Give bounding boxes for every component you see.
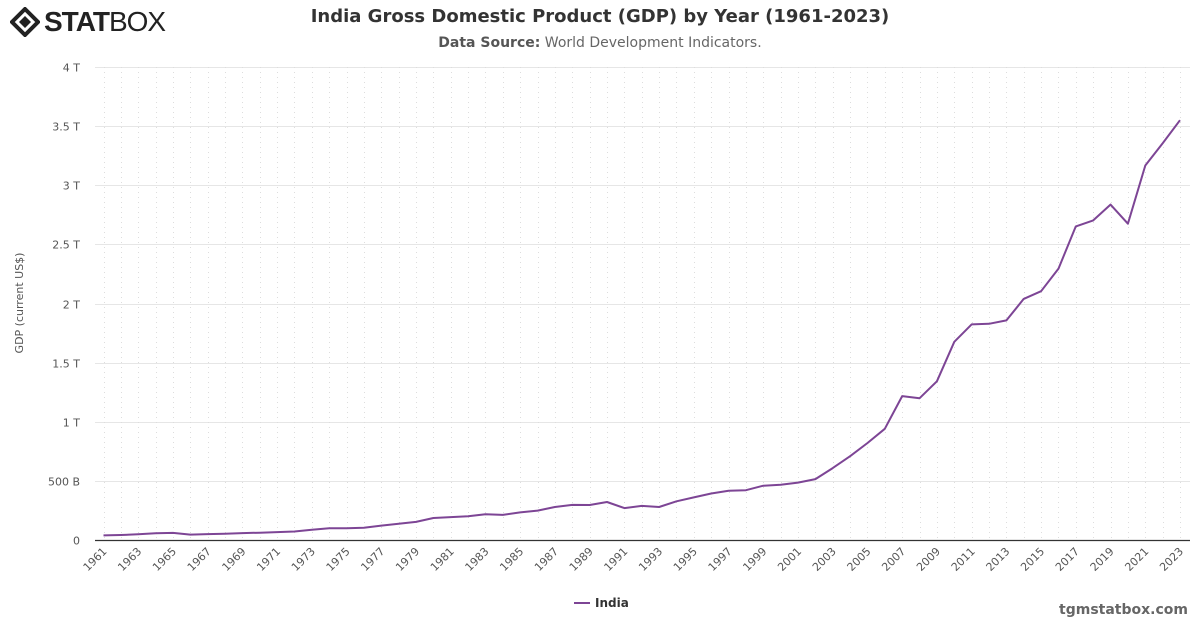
y-tick-label: 4 T: [63, 62, 80, 75]
x-tick-label: 1995: [671, 545, 700, 574]
y-axis-ticks: 0 500 B 1 T 1.5 T 2 T 2.5 T 3 T 3.5 T 4 T: [48, 62, 80, 548]
logo-text-light: BOX: [108, 6, 166, 37]
y-tick-label: 1 T: [63, 417, 80, 430]
x-axis-ticks: 1961 1963 1965 1967 1969 1971 1973 1975 1977 1979…: [81, 545, 1186, 574]
x-tick-label: 1985: [497, 545, 526, 574]
y-tick-label: 1.5 T: [52, 358, 80, 371]
legend-label: India: [595, 596, 629, 610]
series-line-india[interactable]: [103, 119, 1181, 537]
x-tick-label: 1981: [428, 545, 457, 574]
legend-item-india[interactable]: India: [574, 596, 629, 610]
x-tick-label: 2009: [914, 545, 943, 574]
x-tick-label: 2003: [810, 545, 839, 574]
chart-subtitle: Data Source: World Development Indicator…: [0, 35, 1200, 51]
x-tick-label: 1975: [324, 545, 353, 574]
y-tick-label: 3.5 T: [52, 121, 80, 134]
footer-site: tgmstatbox.com: [1059, 602, 1188, 618]
x-tick-label: 2017: [1053, 545, 1082, 574]
x-tick-label: 2007: [879, 545, 908, 574]
x-tick-label: 2015: [1018, 545, 1047, 574]
subtitle-text: World Development Indicators.: [544, 35, 762, 51]
y-axis-label: GDP (current US$): [13, 253, 26, 354]
x-tick-label: 1971: [254, 545, 283, 574]
data-points: [101, 117, 1184, 538]
grid: [95, 67, 1190, 540]
y-tick-label: 500 B: [48, 476, 80, 489]
x-tick-label: 1993: [636, 545, 665, 574]
x-tick-label: 1983: [463, 545, 492, 574]
subtitle-label: Data Source:: [438, 35, 541, 51]
statbox-logo: STAT BOX: [10, 6, 166, 38]
x-tick-label: 2011: [949, 545, 978, 574]
x-tick-label: 1977: [358, 545, 387, 574]
x-tick-label: 1961: [81, 545, 110, 574]
x-tick-label: 1991: [602, 545, 631, 574]
y-tick-label: 2 T: [63, 299, 80, 312]
x-tick-label: 1969: [220, 545, 249, 574]
chart-title: India Gross Domestic Product (GDP) by Ye…: [310, 6, 890, 27]
x-tick-label: 1997: [706, 545, 735, 574]
logo-text-bold: STAT: [44, 6, 110, 37]
x-tick-label: 2005: [845, 545, 874, 574]
x-tick-label: 1979: [393, 545, 422, 574]
x-tick-label: 1973: [289, 545, 318, 574]
y-tick-label: 2.5 T: [52, 239, 80, 252]
x-tick-label: 2023: [1157, 545, 1186, 574]
logo-diamond-icon: [10, 7, 40, 37]
x-tick-label: 1999: [740, 545, 769, 574]
x-tick-label: 2013: [984, 545, 1013, 574]
x-tick-label: 1963: [115, 545, 144, 574]
x-tick-label: 1965: [150, 545, 179, 574]
x-tick-label: 2019: [1088, 545, 1117, 574]
x-tick-label: 2021: [1122, 545, 1151, 574]
y-tick-label: 0: [73, 535, 80, 548]
x-tick-label: 1987: [532, 545, 561, 574]
x-tick-label: 1967: [185, 545, 214, 574]
x-tick-label: 2001: [775, 545, 804, 574]
y-tick-label: 3 T: [63, 180, 80, 193]
x-tick-label: 1989: [567, 545, 596, 574]
